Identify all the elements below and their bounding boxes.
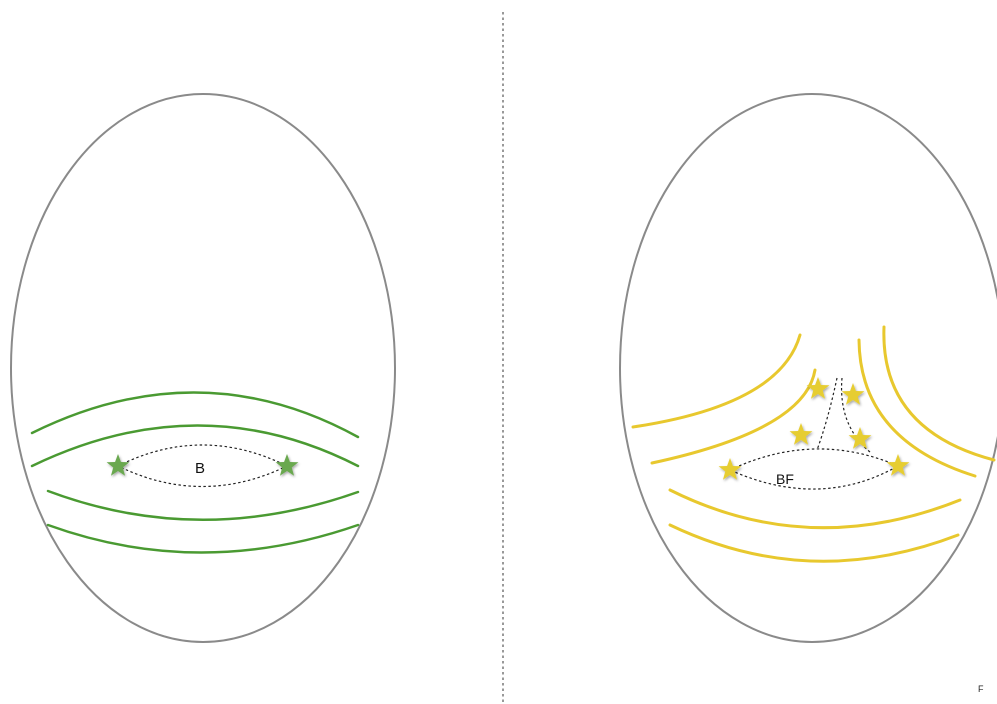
- right-field-lines: [631, 325, 996, 563]
- right-field-line: [668, 488, 962, 530]
- left-field-line: [46, 523, 360, 554]
- right-dashed-outlines: [728, 377, 900, 490]
- right-yellow-star: [789, 423, 813, 445]
- right-field-line: [650, 368, 817, 465]
- right-yellow-star: [718, 458, 742, 480]
- right-panel: BF: [619, 93, 997, 643]
- right-yellow-star: [841, 383, 865, 405]
- right-field-line: [882, 325, 996, 462]
- right-cell-outline: [619, 93, 997, 643]
- left-cell-outline: [10, 93, 396, 643]
- left-field-lines: [30, 391, 360, 554]
- right-yellow-star: [848, 427, 872, 449]
- left-green-star: [106, 454, 130, 476]
- right-yellow-star: [886, 454, 910, 476]
- right-field-line: [857, 338, 977, 478]
- left-field-line: [30, 391, 360, 439]
- left-field-line: [30, 424, 360, 468]
- right-branch-outline-left: [816, 377, 838, 451]
- left-panel: B: [10, 93, 396, 643]
- right-field-line: [668, 523, 960, 563]
- left-region-label: B: [195, 460, 205, 477]
- corner-label: F: [978, 684, 984, 694]
- right-main-region-outline: [728, 448, 900, 490]
- left-field-line: [46, 489, 360, 521]
- right-region-label: BF: [776, 471, 794, 487]
- left-green-star: [275, 454, 299, 476]
- right-field-line: [631, 333, 802, 429]
- right-yellow-star: [806, 377, 830, 399]
